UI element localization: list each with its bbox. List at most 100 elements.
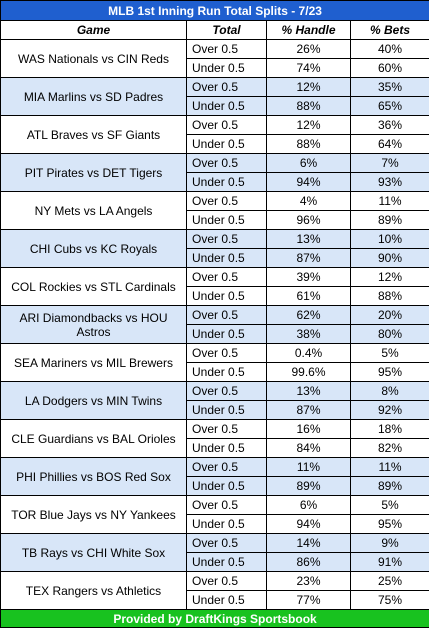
total-line: Under 0.5 xyxy=(187,363,267,382)
handle-percent: 87% xyxy=(267,401,351,420)
column-header-game: Game xyxy=(1,21,187,40)
total-line: Over 0.5 xyxy=(187,192,267,211)
total-line: Over 0.5 xyxy=(187,154,267,173)
handle-percent: 39% xyxy=(267,268,351,287)
bets-percent: 10% xyxy=(351,230,429,249)
bets-percent: 20% xyxy=(351,306,429,325)
bets-percent: 11% xyxy=(351,458,429,477)
bets-percent: 80% xyxy=(351,325,429,344)
table-title: MLB 1st Inning Run Total Splits - 7/23 xyxy=(1,1,429,21)
column-header-bets: % Bets xyxy=(351,21,429,40)
total-line: Over 0.5 xyxy=(187,534,267,553)
bets-percent: 40% xyxy=(351,40,429,59)
handle-percent: 88% xyxy=(267,97,351,116)
handle-percent: 11% xyxy=(267,458,351,477)
handle-percent: 4% xyxy=(267,192,351,211)
handle-percent: 77% xyxy=(267,591,351,610)
bets-percent: 64% xyxy=(351,135,429,154)
bets-percent: 36% xyxy=(351,116,429,135)
total-line: Under 0.5 xyxy=(187,135,267,154)
handle-percent: 38% xyxy=(267,325,351,344)
total-line: Under 0.5 xyxy=(187,477,267,496)
game-matchup: ARI Diamondbacks vs HOU Astros xyxy=(1,306,187,344)
handle-percent: 86% xyxy=(267,553,351,572)
total-line: Over 0.5 xyxy=(187,116,267,135)
handle-percent: 61% xyxy=(267,287,351,306)
total-line: Under 0.5 xyxy=(187,439,267,458)
bets-percent: 25% xyxy=(351,572,429,591)
bets-percent: 91% xyxy=(351,553,429,572)
total-line: Under 0.5 xyxy=(187,553,267,572)
bets-percent: 60% xyxy=(351,59,429,78)
handle-percent: 26% xyxy=(267,40,351,59)
footer-credit: Provided by DraftKings Sportsbook xyxy=(1,610,429,628)
bets-percent: 90% xyxy=(351,249,429,268)
total-line: Under 0.5 xyxy=(187,591,267,610)
game-matchup: ATL Braves vs SF Giants xyxy=(1,116,187,154)
bets-percent: 7% xyxy=(351,154,429,173)
bets-percent: 88% xyxy=(351,287,429,306)
bets-percent: 95% xyxy=(351,515,429,534)
handle-percent: 14% xyxy=(267,534,351,553)
total-line: Over 0.5 xyxy=(187,268,267,287)
total-line: Over 0.5 xyxy=(187,78,267,97)
handle-percent: 16% xyxy=(267,420,351,439)
handle-percent: 23% xyxy=(267,572,351,591)
total-line: Under 0.5 xyxy=(187,59,267,78)
handle-percent: 94% xyxy=(267,173,351,192)
game-matchup: TOR Blue Jays vs NY Yankees xyxy=(1,496,187,534)
handle-percent: 88% xyxy=(267,135,351,154)
bets-percent: 89% xyxy=(351,477,429,496)
handle-percent: 99.6% xyxy=(267,363,351,382)
game-matchup: PIT Pirates vs DET Tigers xyxy=(1,154,187,192)
total-line: Over 0.5 xyxy=(187,382,267,401)
total-line: Under 0.5 xyxy=(187,287,267,306)
handle-percent: 6% xyxy=(267,154,351,173)
bets-percent: 82% xyxy=(351,439,429,458)
total-line: Under 0.5 xyxy=(187,97,267,116)
handle-percent: 62% xyxy=(267,306,351,325)
bets-percent: 5% xyxy=(351,496,429,515)
game-matchup: MIA Marlins vs SD Padres xyxy=(1,78,187,116)
game-matchup: CHI Cubs vs KC Royals xyxy=(1,230,187,268)
total-line: Under 0.5 xyxy=(187,515,267,534)
game-matchup: NY Mets vs LA Angels xyxy=(1,192,187,230)
total-line: Under 0.5 xyxy=(187,173,267,192)
total-line: Over 0.5 xyxy=(187,230,267,249)
handle-percent: 13% xyxy=(267,230,351,249)
game-matchup: PHI Phillies vs BOS Red Sox xyxy=(1,458,187,496)
handle-percent: 84% xyxy=(267,439,351,458)
bets-percent: 75% xyxy=(351,591,429,610)
bets-percent: 92% xyxy=(351,401,429,420)
handle-percent: 6% xyxy=(267,496,351,515)
handle-percent: 74% xyxy=(267,59,351,78)
total-line: Over 0.5 xyxy=(187,306,267,325)
game-matchup: LA Dodgers vs MIN Twins xyxy=(1,382,187,420)
bets-percent: 65% xyxy=(351,97,429,116)
handle-percent: 89% xyxy=(267,477,351,496)
game-matchup: SEA Mariners vs MIL Brewers xyxy=(1,344,187,382)
handle-percent: 94% xyxy=(267,515,351,534)
total-line: Over 0.5 xyxy=(187,40,267,59)
total-line: Under 0.5 xyxy=(187,401,267,420)
handle-percent: 12% xyxy=(267,78,351,97)
game-matchup: CLE Guardians vs BAL Orioles xyxy=(1,420,187,458)
bets-percent: 5% xyxy=(351,344,429,363)
total-line: Under 0.5 xyxy=(187,211,267,230)
game-matchup: TEX Rangers vs Athletics xyxy=(1,572,187,610)
